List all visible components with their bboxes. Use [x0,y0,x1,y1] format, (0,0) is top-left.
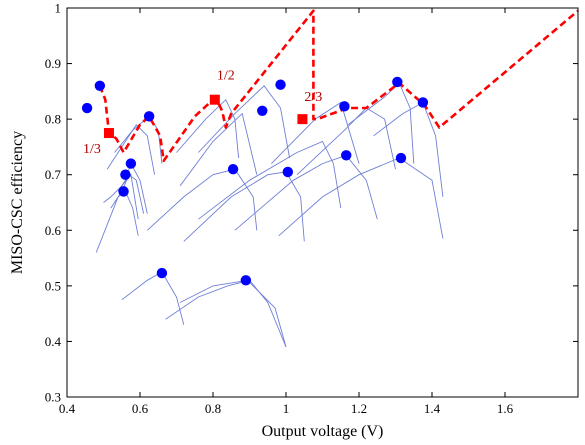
efficiency-curve-21 [165,279,287,348]
efficiency-curve-2 [95,190,139,253]
peak-point-9 [275,79,286,90]
efficiency-curve-6 [114,115,163,164]
ratio-label-1-2: 1/2 [217,69,235,84]
efficiency-curve-10 [146,168,258,231]
y-tick-label: 0.4 [45,334,62,349]
y-tick-label: 0.3 [45,390,61,405]
x-tick-label: 1 [283,401,290,416]
peak-point-16 [156,267,168,279]
peak-point-1 [81,102,93,114]
efficiency-curve-14 [271,101,360,164]
ratio-markers: 1/3 1/2 2/3 [83,69,322,157]
peak-point-3 [118,186,129,197]
peak-point-10 [282,166,294,178]
efficiency-curve-20 [179,279,287,348]
efficiency-curve-17 [347,82,415,164]
x-tick-label: 1.2 [351,401,367,416]
x-tick-label: 0.6 [132,401,149,416]
peak-point-17 [240,275,252,286]
efficiency-curve-7 [176,98,240,159]
y-tick-label: 0.6 [45,223,62,238]
peak-point-14 [395,152,407,164]
peak-point-12 [341,150,352,161]
peak-point-2 [94,80,106,92]
peak-point-11 [339,101,350,112]
peak-point-13 [392,76,403,88]
ratio-label-1-3: 1/3 [83,142,101,157]
peak-point-5 [125,158,137,169]
efficiency-curve-8 [198,85,291,159]
x-tick-label: 0.8 [205,401,221,416]
efficiency-curve-16 [278,157,444,239]
peak-point-4 [120,169,131,180]
peak-points [81,76,429,286]
y-axis-label: MISO-CSC efficiency [9,131,26,274]
peak-point-15 [417,97,429,108]
y-tick-label: 1 [55,1,62,16]
converter-curves [95,82,444,348]
x-tick-label: 1.6 [497,401,514,416]
y-tick-label: 0.5 [45,278,61,293]
peak-point-6 [143,111,155,122]
envelope-line [98,9,579,163]
ratio-label-2-3: 2/3 [304,90,322,105]
peak-point-8 [257,105,268,117]
efficiency-curve-1 [103,173,139,220]
ratio-marker-2-3 [297,114,308,125]
ratio-marker-1-2 [209,94,220,105]
efficiency-curve-19 [121,271,185,325]
plot-frame [66,7,579,398]
efficiency-curve-11 [183,171,305,242]
x-axis-label: Output voltage (V) [262,423,384,440]
peak-point-7 [227,163,239,175]
efficiency-curve-9 [179,112,258,187]
y-tick-label: 0.9 [45,56,61,71]
y-tick-label: 0.7 [45,167,62,182]
axis-ticks: 0.4 0.6 0.8 1 1.2 1.4 1.60.30.40.50.60.70.80.9… [45,1,578,416]
efficiency-curve-5 [106,123,156,175]
x-tick-label: 1.4 [424,401,441,416]
envelope-layer [98,9,579,163]
efficiency-curve-13 [234,154,378,231]
y-tick-label: 0.8 [45,112,61,127]
x-tick-label: 0.4 [59,401,76,416]
efficiency-curve-12 [198,140,342,220]
efficiency-curve-15 [296,107,396,176]
ratio-marker-1-3 [103,128,114,139]
